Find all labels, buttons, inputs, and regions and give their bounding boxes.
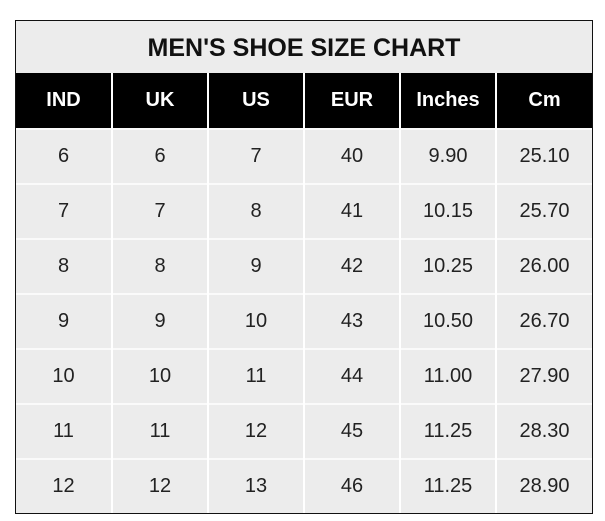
column-header-uk: UK: [111, 73, 208, 129]
table-row: 12 12 13 46 11.25 28.90: [16, 458, 592, 513]
cell-ind: 11: [16, 403, 112, 459]
cell-inches: 10.15: [399, 183, 496, 239]
cell-eur: 41: [303, 183, 400, 239]
cell-us: 9: [207, 238, 304, 294]
cell-ind: 9: [16, 293, 112, 349]
cell-inches: 10.25: [399, 238, 496, 294]
cell-eur: 40: [303, 128, 400, 184]
chart-title: MEN'S SHOE SIZE CHART: [147, 34, 461, 62]
cell-eur: 43: [303, 293, 400, 349]
cell-uk: 11: [111, 403, 208, 459]
cell-ind: 6: [16, 128, 112, 184]
cell-ind: 10: [16, 348, 112, 404]
cell-ind: 7: [16, 183, 112, 239]
table-row: 7 7 8 41 10.15 25.70: [16, 183, 592, 239]
column-header-inches: Inches: [399, 73, 496, 129]
cell-uk: 6: [111, 128, 208, 184]
cell-uk: 8: [111, 238, 208, 294]
table-row: 10 10 11 44 11.00 27.90: [16, 348, 592, 404]
cell-cm: 25.70: [495, 183, 592, 239]
cell-inches: 9.90: [399, 128, 496, 184]
cell-uk: 9: [111, 293, 208, 349]
cell-cm: 28.30: [495, 403, 592, 459]
cell-cm: 26.00: [495, 238, 592, 294]
table-row: 6 6 7 40 9.90 25.10: [16, 128, 592, 184]
cell-uk: 10: [111, 348, 208, 404]
column-header-cm: Cm: [495, 73, 592, 129]
cell-uk: 12: [111, 458, 208, 513]
cell-cm: 25.10: [495, 128, 592, 184]
table-row: 8 8 9 42 10.25 26.00: [16, 238, 592, 294]
cell-us: 11: [207, 348, 304, 404]
cell-us: 10: [207, 293, 304, 349]
cell-eur: 44: [303, 348, 400, 404]
cell-us: 8: [207, 183, 304, 239]
cell-inches: 11.25: [399, 458, 496, 513]
cell-inches: 10.50: [399, 293, 496, 349]
cell-ind: 8: [16, 238, 112, 294]
cell-eur: 46: [303, 458, 400, 513]
cell-cm: 28.90: [495, 458, 592, 513]
column-header-ind: IND: [16, 73, 112, 129]
table-row: 9 9 10 43 10.50 26.70: [16, 293, 592, 349]
column-header-eur: EUR: [303, 73, 400, 129]
cell-us: 12: [207, 403, 304, 459]
column-header-us: US: [207, 73, 304, 129]
cell-uk: 7: [111, 183, 208, 239]
cell-us: 13: [207, 458, 304, 513]
cell-ind: 12: [16, 458, 112, 513]
cell-cm: 27.90: [495, 348, 592, 404]
header-row: IND UK US EUR Inches Cm: [16, 73, 592, 129]
cell-inches: 11.25: [399, 403, 496, 459]
cell-eur: 45: [303, 403, 400, 459]
cell-us: 7: [207, 128, 304, 184]
cell-inches: 11.00: [399, 348, 496, 404]
size-table: IND UK US EUR Inches Cm 6 6 7 40 9.90 25.10 7 7 8 41 10…: [16, 73, 592, 513]
cell-cm: 26.70: [495, 293, 592, 349]
cell-eur: 42: [303, 238, 400, 294]
table-row: 11 11 12 45 11.25 28.30: [16, 403, 592, 459]
size-chart: MEN'S SHOE SIZE CHART IND UK US EUR Inches Cm…: [15, 20, 593, 514]
